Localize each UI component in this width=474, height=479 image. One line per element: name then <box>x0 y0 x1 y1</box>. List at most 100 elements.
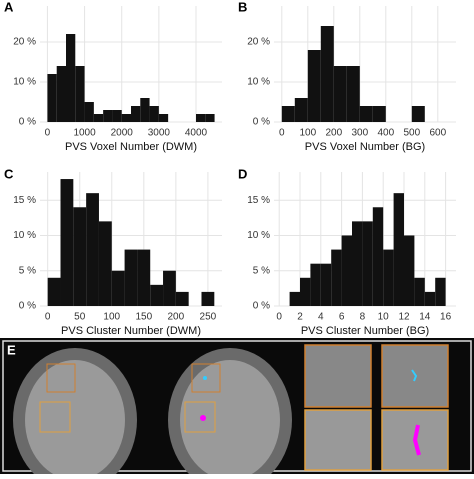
bar <box>73 207 87 306</box>
bar <box>404 235 415 306</box>
x-tick-label: 8 <box>360 312 366 323</box>
x-tick-label: 4000 <box>185 128 208 139</box>
bar <box>352 221 363 306</box>
pvs-marker <box>412 424 421 456</box>
x-tick-label: 0 <box>45 312 51 323</box>
panel-label: D <box>238 166 247 181</box>
x-tick-label: 10 <box>378 312 390 323</box>
bar <box>362 221 373 306</box>
pvs-marker <box>200 415 206 421</box>
x-tick-label: 150 <box>135 312 152 323</box>
y-tick-label: 10 % <box>247 230 270 241</box>
x-tick-label: 600 <box>429 128 446 139</box>
y-tick-label: 10 % <box>13 230 36 241</box>
x-axis-label: PVS Voxel Number (DWM) <box>65 141 197 153</box>
bar <box>372 106 386 122</box>
x-tick-label: 300 <box>351 128 368 139</box>
bar <box>310 263 321 306</box>
bar <box>414 277 425 306</box>
roi-box <box>39 401 71 433</box>
bar <box>47 74 57 122</box>
bar <box>84 102 94 122</box>
x-tick-label: 400 <box>377 128 394 139</box>
bar <box>112 110 122 122</box>
panel-label: E <box>7 342 16 357</box>
roi-box <box>191 363 221 393</box>
bar <box>196 114 206 122</box>
bar <box>359 106 373 122</box>
y-tick-label: 0 % <box>19 117 36 128</box>
y-tick-label: 15 % <box>13 195 36 206</box>
x-tick-label: 4 <box>318 312 324 323</box>
bar <box>93 114 104 122</box>
pvs-marker <box>411 369 418 382</box>
zoom-image <box>304 344 372 408</box>
bar <box>124 249 138 306</box>
y-tick-label: 5 % <box>253 265 270 276</box>
bar <box>131 106 141 122</box>
x-tick-label: 100 <box>299 128 316 139</box>
bar <box>411 106 425 122</box>
bar <box>175 291 189 306</box>
bar <box>346 66 360 122</box>
panel-label: B <box>238 0 247 14</box>
x-tick-label: 16 <box>440 312 452 323</box>
brain-image <box>180 360 280 479</box>
bar <box>393 193 404 306</box>
x-tick-label: 2000 <box>111 128 134 139</box>
bar <box>75 66 85 122</box>
bar <box>300 277 311 306</box>
bar <box>158 114 169 122</box>
bar <box>424 291 436 306</box>
bar <box>320 26 334 122</box>
x-tick-label: 6 <box>339 312 345 323</box>
bar <box>201 291 215 306</box>
bar <box>86 193 99 306</box>
y-tick-label: 0 % <box>19 301 36 312</box>
y-tick-label: 5 % <box>19 265 36 276</box>
roi-box <box>46 363 76 393</box>
y-tick-label: 20 % <box>13 37 36 48</box>
x-tick-label: 3000 <box>148 128 171 139</box>
bar <box>307 50 321 122</box>
x-tick-label: 12 <box>398 312 410 323</box>
panel-e: E <box>0 338 474 479</box>
zoom-image <box>304 409 372 471</box>
bar <box>121 114 131 122</box>
x-tick-label: 0 <box>276 312 282 323</box>
x-tick-label: 50 <box>74 312 86 323</box>
bar <box>56 66 66 122</box>
bar <box>294 98 308 122</box>
panel-label: A <box>4 0 14 14</box>
x-axis-label: PVS Cluster Number (BG) <box>301 325 429 337</box>
bar <box>320 263 332 306</box>
bar <box>66 34 76 122</box>
brain-image <box>25 360 125 479</box>
bar <box>289 291 300 306</box>
bar <box>205 114 215 122</box>
bar <box>372 207 384 306</box>
bar <box>331 249 342 306</box>
x-tick-label: 14 <box>419 312 431 323</box>
x-tick-label: 200 <box>325 128 342 139</box>
x-tick-label: 100 <box>103 312 120 323</box>
bar <box>149 106 159 122</box>
x-axis-label: PVS Voxel Number (BG) <box>305 141 425 153</box>
bar <box>111 270 125 306</box>
x-tick-label: 0 <box>279 128 285 139</box>
bar <box>383 249 394 306</box>
y-tick-label: 10 % <box>13 77 36 88</box>
bar <box>137 249 151 306</box>
x-tick-label: 200 <box>168 312 185 323</box>
bar <box>98 221 112 306</box>
x-tick-label: 2 <box>297 312 303 323</box>
bar <box>435 277 446 306</box>
pvs-marker <box>203 376 207 380</box>
x-tick-label: 500 <box>403 128 420 139</box>
bar <box>341 235 352 306</box>
roi-box <box>184 401 216 433</box>
bar <box>47 277 61 306</box>
bar <box>150 284 164 306</box>
zoom-image <box>381 409 449 471</box>
